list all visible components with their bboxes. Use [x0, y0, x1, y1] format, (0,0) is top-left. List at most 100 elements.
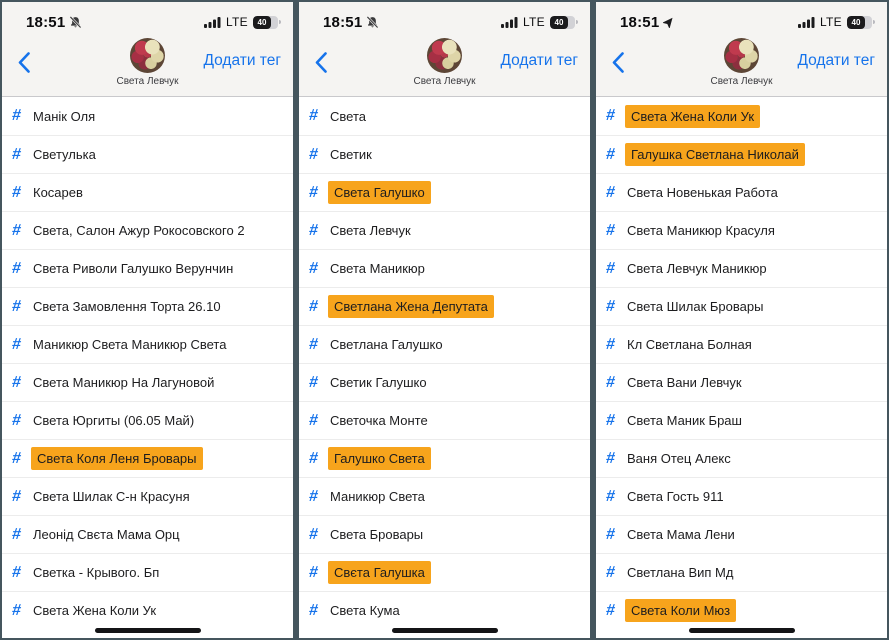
- tag-row[interactable]: # Света Маникюр: [299, 249, 590, 287]
- add-tag-button[interactable]: Додати тег: [500, 52, 578, 69]
- tag-row[interactable]: # Леонід Свєта Мама Орц: [2, 515, 293, 553]
- battery-percent: 40: [847, 15, 865, 29]
- hashtag-icon: #: [11, 335, 22, 353]
- clock: 18:51: [620, 13, 660, 31]
- add-tag-button[interactable]: Додати тег: [797, 52, 875, 69]
- tag-row[interactable]: # Света Коли Мюз: [596, 591, 887, 629]
- tag-row[interactable]: # Светка - Крывого. Бп: [2, 553, 293, 591]
- tag-row[interactable]: # Света Новенькая Работа: [596, 173, 887, 211]
- network-type-label: LTE: [225, 15, 248, 29]
- tag-row[interactable]: # Света: [299, 97, 590, 135]
- contact-identity: Света Левчук: [116, 38, 179, 87]
- tag-row[interactable]: # Света Вани Левчук: [596, 363, 887, 401]
- tag-row[interactable]: # Светик: [299, 135, 590, 173]
- hashtag-icon: #: [11, 373, 22, 391]
- top-chrome: 18:51 LTE 40: [596, 2, 887, 97]
- tag-row[interactable]: # Светик Галушко: [299, 363, 590, 401]
- tag-row[interactable]: # Света Риволи Галушко Верунчин: [2, 249, 293, 287]
- tag-row[interactable]: # Света Шилак Бровары: [596, 287, 887, 325]
- tag-row[interactable]: # Маникюр Света: [299, 477, 590, 515]
- tag-row[interactable]: # Светулька: [2, 135, 293, 173]
- hashtag-icon: #: [11, 487, 22, 505]
- tag-row[interactable]: # Света Шилак С-н Красуня: [2, 477, 293, 515]
- tag-label: Света Жена Коли Ук: [33, 603, 157, 618]
- back-button[interactable]: [606, 48, 630, 76]
- tag-label: Света Галушко: [328, 181, 431, 204]
- tag-row[interactable]: # Галушко Света: [299, 439, 590, 477]
- tag-label: Света Коли Мюз: [625, 599, 737, 622]
- tag-label: Света Левчук: [330, 223, 411, 238]
- tag-label: Леонід Свєта Мама Орц: [33, 527, 180, 542]
- tag-row[interactable]: # Света Левчук Маникюр: [596, 249, 887, 287]
- add-tag-button[interactable]: Додати тег: [203, 52, 281, 69]
- hashtag-icon: #: [11, 563, 22, 581]
- tag-row[interactable]: # Света Маник Браш: [596, 401, 887, 439]
- tag-label: Ваня Отец Алекс: [627, 451, 731, 466]
- tag-row[interactable]: # Маникюр Света Маникюр Света: [2, 325, 293, 363]
- tag-row[interactable]: # Света Мама Лени: [596, 515, 887, 553]
- tag-label: Галушка Светлана Николай: [625, 143, 805, 166]
- home-indicator[interactable]: [688, 628, 795, 633]
- tag-row[interactable]: # Светлана Галушко: [299, 325, 590, 363]
- hashtag-icon: #: [605, 601, 616, 619]
- hashtag-icon: #: [308, 525, 319, 543]
- network-type-label: LTE: [819, 15, 842, 29]
- status-bar: 18:51 LTE 40: [2, 2, 293, 34]
- tag-row[interactable]: # Света Бровары: [299, 515, 590, 553]
- cellular-signal-icon: [500, 16, 518, 28]
- tag-label: Света Маникюр: [330, 261, 425, 276]
- tag-row[interactable]: # Света Левчук: [299, 211, 590, 249]
- tag-row[interactable]: # Света, Салон Ажур Рокосовского 2: [2, 211, 293, 249]
- tag-label: Светлана Жена Депутата: [328, 295, 494, 318]
- tag-row[interactable]: # Света Жена Коли Ук: [2, 591, 293, 629]
- tag-row[interactable]: # Светочка Монте: [299, 401, 590, 439]
- tag-row[interactable]: # Светлана Вип Мд: [596, 553, 887, 591]
- tag-label: Манік Оля: [33, 108, 96, 124]
- back-button[interactable]: [309, 48, 333, 76]
- hashtag-icon: #: [308, 449, 319, 467]
- tag-row[interactable]: # Света Маникюр На Лагуновой: [2, 363, 293, 401]
- tag-row[interactable]: # Манік Оля: [2, 97, 293, 135]
- tag-row[interactable]: # Кл Светлана Болная: [596, 325, 887, 363]
- battery-icon: 40: [253, 15, 281, 29]
- tag-row[interactable]: # Света Галушко: [299, 173, 590, 211]
- tag-label: Света Бровары: [330, 527, 424, 542]
- tag-label: Света, Салон Ажур Рокосовского 2: [33, 223, 245, 238]
- tag-row[interactable]: # Ваня Отец Алекс: [596, 439, 887, 477]
- tag-row[interactable]: # Света Коля Леня Бровары: [2, 439, 293, 477]
- hashtag-icon: #: [605, 183, 616, 201]
- hashtag-icon: #: [605, 221, 616, 239]
- hashtag-icon: #: [308, 411, 319, 429]
- tag-label: Света Коля Леня Бровары: [31, 447, 203, 470]
- tag-label: Светлана Галушко: [330, 337, 443, 352]
- status-bar: 18:51 LTE 40: [299, 2, 590, 34]
- tag-label: Света Жена Коли Ук: [625, 104, 761, 128]
- home-indicator[interactable]: [391, 628, 498, 633]
- tag-label: Света Мама Лени: [627, 527, 735, 542]
- tag-row[interactable]: # Света Жена Коли Ук: [596, 97, 887, 135]
- hashtag-icon: #: [605, 563, 616, 581]
- tag-row[interactable]: # Света Маникюр Красуля: [596, 211, 887, 249]
- contact-name: Света Левчук: [710, 76, 773, 87]
- tag-row[interactable]: # Галушка Светлана Николай: [596, 135, 887, 173]
- contact-name: Света Левчук: [413, 76, 476, 87]
- tag-row[interactable]: # Светлана Жена Депутата: [299, 287, 590, 325]
- tag-row[interactable]: # Свєта Галушка: [299, 553, 590, 591]
- tag-row[interactable]: # Света Кума: [299, 591, 590, 629]
- home-indicator[interactable]: [94, 628, 201, 633]
- tag-label: Свєта Галушка: [328, 561, 431, 584]
- hashtag-icon: #: [11, 183, 22, 201]
- hashtag-icon: #: [605, 449, 616, 467]
- tag-row[interactable]: # Света Замовлення Торта 26.10: [2, 287, 293, 325]
- tag-label: Света Маник Браш: [627, 413, 742, 428]
- tag-label: Косарев: [33, 185, 83, 200]
- tag-row[interactable]: # Света Гость 911: [596, 477, 887, 515]
- tag-row[interactable]: # Света Юргиты (06.05 Май): [2, 401, 293, 439]
- nav-header: Света Левчук Додати тег: [596, 34, 887, 96]
- tag-label: Света Кума: [330, 603, 400, 618]
- tag-label: Светлана Вип Мд: [627, 565, 734, 580]
- avatar: [130, 38, 165, 73]
- hashtag-icon: #: [308, 107, 319, 124]
- tag-row[interactable]: # Косарев: [2, 173, 293, 211]
- back-button[interactable]: [12, 48, 36, 76]
